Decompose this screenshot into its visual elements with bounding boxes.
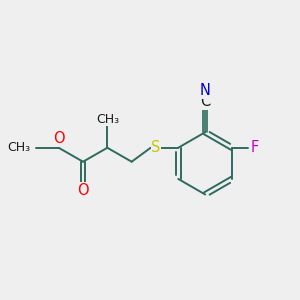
Text: C: C [200,94,210,109]
Text: CH₃: CH₃ [7,141,30,154]
Text: O: O [53,131,64,146]
Text: O: O [77,183,89,198]
Text: F: F [251,140,259,155]
Text: CH₃: CH₃ [96,112,119,125]
Text: S: S [151,140,161,155]
Text: N: N [200,83,211,98]
